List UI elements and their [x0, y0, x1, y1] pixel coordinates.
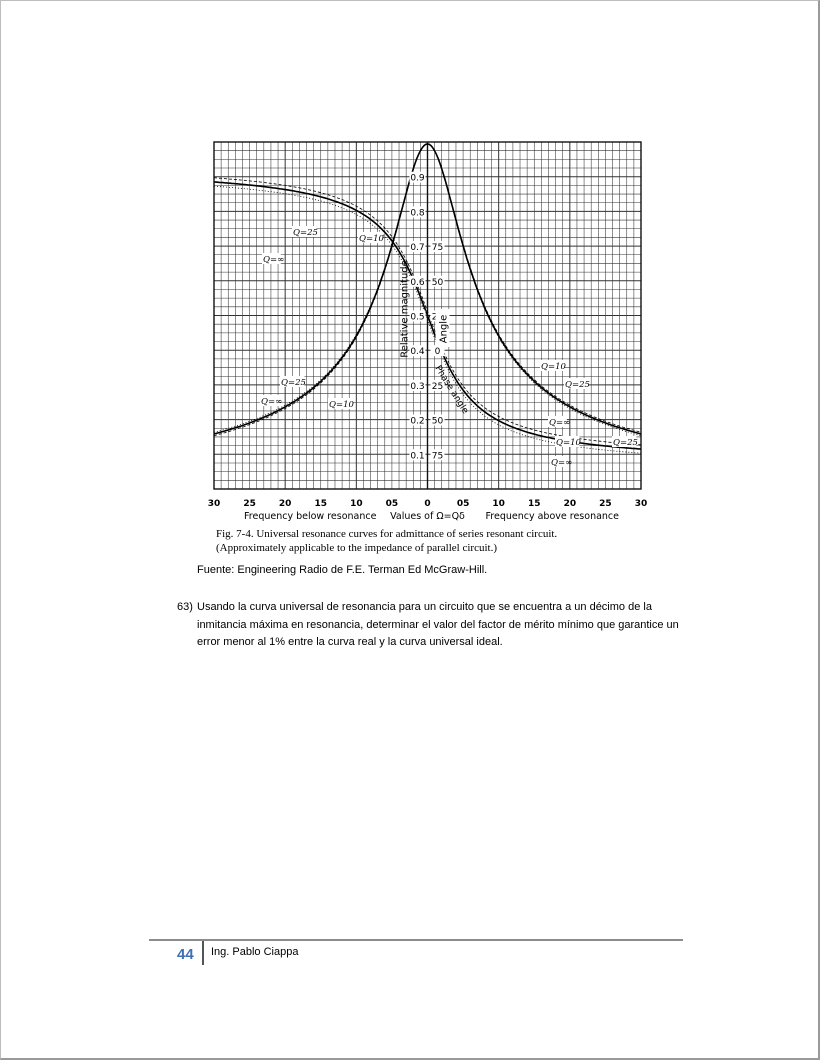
q-label-bg — [292, 226, 317, 237]
page-number: 44 — [177, 946, 194, 963]
y-tick-label: 0.3 — [410, 382, 424, 392]
resonance-chart: 0.9 0.8 0.7 0.6 0.5 0.4 0.3 0.2 0.1 75 50 25 0 25 50 75… — [208, 141, 648, 554]
angle-tick-label: 25 — [432, 382, 443, 392]
magnitude-curve-q25 — [213, 143, 642, 437]
y-tick-label: 0.5 — [410, 313, 424, 323]
tick-label-bg — [409, 206, 426, 218]
figure-caption-line1: Fig. 7-4. Universal resonance curves for… — [216, 528, 557, 540]
x-tick-label: 0 — [424, 499, 430, 509]
q-label-bg — [260, 395, 279, 406]
x-tick-label: 25 — [243, 499, 256, 509]
tick-label-bg — [430, 345, 445, 357]
q-label: Q=25 — [565, 380, 590, 390]
angle-tick-label: 75 — [432, 451, 443, 461]
tick-label-bg — [409, 310, 426, 322]
x-label-center: Values of Ω=Qδ — [390, 511, 465, 522]
y-tick-label: 0.2 — [410, 417, 424, 427]
q-label: Q=∞ — [261, 397, 282, 407]
y-tick-label: 0.7 — [410, 243, 424, 253]
q-label-bg — [555, 436, 580, 447]
y-axis-label-angle: Angle — [439, 315, 450, 343]
x-tick-label: 10 — [350, 499, 363, 509]
tick-label-bg — [430, 379, 445, 391]
q-label: Q=25 — [613, 438, 638, 448]
q-label: Q=∞ — [549, 418, 570, 428]
q-label-bg — [280, 376, 305, 387]
tick-label-bg — [409, 241, 426, 253]
x-tick-label: 05 — [457, 499, 470, 509]
q-label: Q=∞ — [551, 458, 572, 468]
q-label: Q=25 — [293, 228, 318, 238]
angle-tick-label: 50 — [432, 417, 444, 427]
angle-tick-label: 50 — [432, 278, 444, 288]
q-label: Q=25 — [281, 378, 306, 388]
q-label: Q=∞ — [263, 255, 284, 265]
tick-label-bg — [409, 379, 426, 391]
question-text: Usando la curva universal de resonancia … — [197, 601, 679, 648]
source-citation: Fuente: Engineering Radio de F.E. Terman… — [197, 564, 488, 576]
x-tick-label: 20 — [564, 499, 577, 509]
magnitude-curve-q10 — [213, 143, 642, 437]
x-label-below: Frequency below resonance — [244, 511, 377, 522]
q-label: Q=10 — [541, 362, 566, 372]
tick-label-bg — [430, 275, 445, 287]
y-tick-label: 0.9 — [410, 174, 425, 184]
q-label: Q=10 — [329, 400, 354, 410]
phase-curve-q10 — [213, 185, 642, 454]
x-tick-label: 20 — [279, 499, 292, 509]
x-tick-label: 10 — [492, 499, 505, 509]
q-label: Q=10 — [359, 234, 384, 244]
tick-label-bg — [409, 414, 426, 426]
x-tick-label: 30 — [208, 499, 221, 509]
angle-tick-label: 75 — [432, 243, 443, 253]
tick-label-bg — [409, 171, 426, 183]
x-tick-label: 15 — [314, 499, 327, 509]
label-bg — [435, 309, 450, 347]
q-label-bg — [564, 378, 589, 389]
x-tick-label: 25 — [599, 499, 612, 509]
q-label-bg — [358, 232, 383, 243]
resonance-figure: 0.9 0.8 0.7 0.6 0.5 0.4 0.3 0.2 0.1 75 50 25 0 25 50 75… — [201, 129, 651, 559]
angle-tick-label: 0 — [435, 347, 441, 357]
q-label-bg — [548, 416, 567, 427]
x-tick-label: 30 — [635, 499, 648, 509]
y-tick-label: 0.8 — [410, 208, 425, 218]
x-label-above: Frequency above resonance — [486, 511, 620, 522]
q-label: Q=10 — [556, 438, 581, 448]
x-tick-label: 05 — [386, 499, 399, 509]
footer-separator — [202, 941, 204, 965]
q-label-bg — [612, 436, 637, 447]
y-tick-label: 0.6 — [410, 278, 425, 288]
q-label-bg — [328, 398, 353, 409]
figure-caption-line2: (Approximately applicable to the impedan… — [216, 542, 497, 554]
q-label-bg — [262, 253, 281, 264]
tick-label-bg — [430, 449, 445, 461]
tick-label-bg — [430, 241, 445, 253]
x-tick-label: 15 — [528, 499, 541, 509]
footer-rule — [149, 939, 683, 941]
q-label-bg — [550, 456, 569, 467]
q-label-bg — [540, 360, 565, 371]
question-number: 63) — [177, 601, 193, 613]
y-tick-label: 0.4 — [410, 347, 425, 357]
tick-label-bg — [430, 414, 445, 426]
tick-label-bg — [409, 345, 426, 357]
footer-author: Ing. Pablo Ciappa — [211, 946, 299, 958]
tick-label-bg — [409, 275, 426, 287]
question-63: 63) Usando la curva universal de resonan… — [177, 599, 697, 652]
y-tick-label: 0.1 — [410, 451, 424, 461]
tick-label-bg — [409, 449, 426, 461]
y-axis-label-magnitude: Relative magnitude — [400, 260, 411, 358]
